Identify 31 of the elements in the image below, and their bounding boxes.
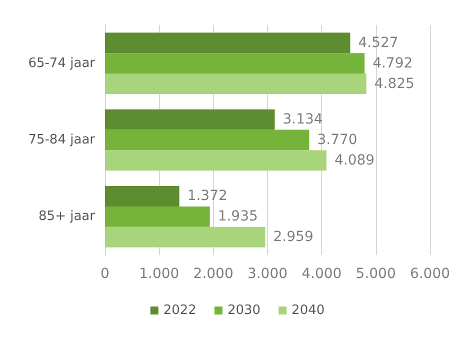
bar	[105, 226, 266, 248]
x-tick-label: 1.000	[139, 266, 180, 282]
bar	[105, 74, 366, 94]
x-tick-label: 4.000	[302, 266, 342, 282]
data-label: 3.770	[317, 132, 358, 148]
bar	[105, 130, 310, 150]
data-label: 1.935	[218, 208, 258, 225]
x-tick-label: 0	[100, 266, 110, 282]
data-label: 4.825	[374, 76, 414, 92]
data-label: 4.089	[334, 152, 375, 168]
data-label: 1.372	[187, 188, 228, 204]
y-tick-label: 65-74 jaar	[28, 56, 96, 71]
bar	[105, 53, 365, 74]
x-tick-label: 2.000	[193, 266, 234, 282]
data-label: 4.527	[358, 34, 398, 51]
data-label: 3.134	[282, 112, 323, 128]
bar	[105, 109, 275, 130]
x-tick-label: 3.000	[247, 266, 288, 282]
data-label: 4.792	[372, 55, 413, 72]
y-tick-label: 75-84 jaar	[28, 132, 96, 148]
legend-label: 2040	[292, 303, 325, 318]
bar	[105, 206, 210, 227]
bar	[105, 150, 326, 171]
bar	[105, 186, 180, 206]
y-tick-label: 85+ jaar	[38, 209, 96, 224]
legend-label: 2022	[163, 303, 196, 318]
bar	[105, 32, 350, 54]
data-label: 2.959	[273, 229, 314, 246]
x-tick-label: 5.000	[356, 266, 396, 282]
legend-label: 2030	[227, 303, 261, 318]
x-tick-label: 6.000	[410, 266, 450, 282]
